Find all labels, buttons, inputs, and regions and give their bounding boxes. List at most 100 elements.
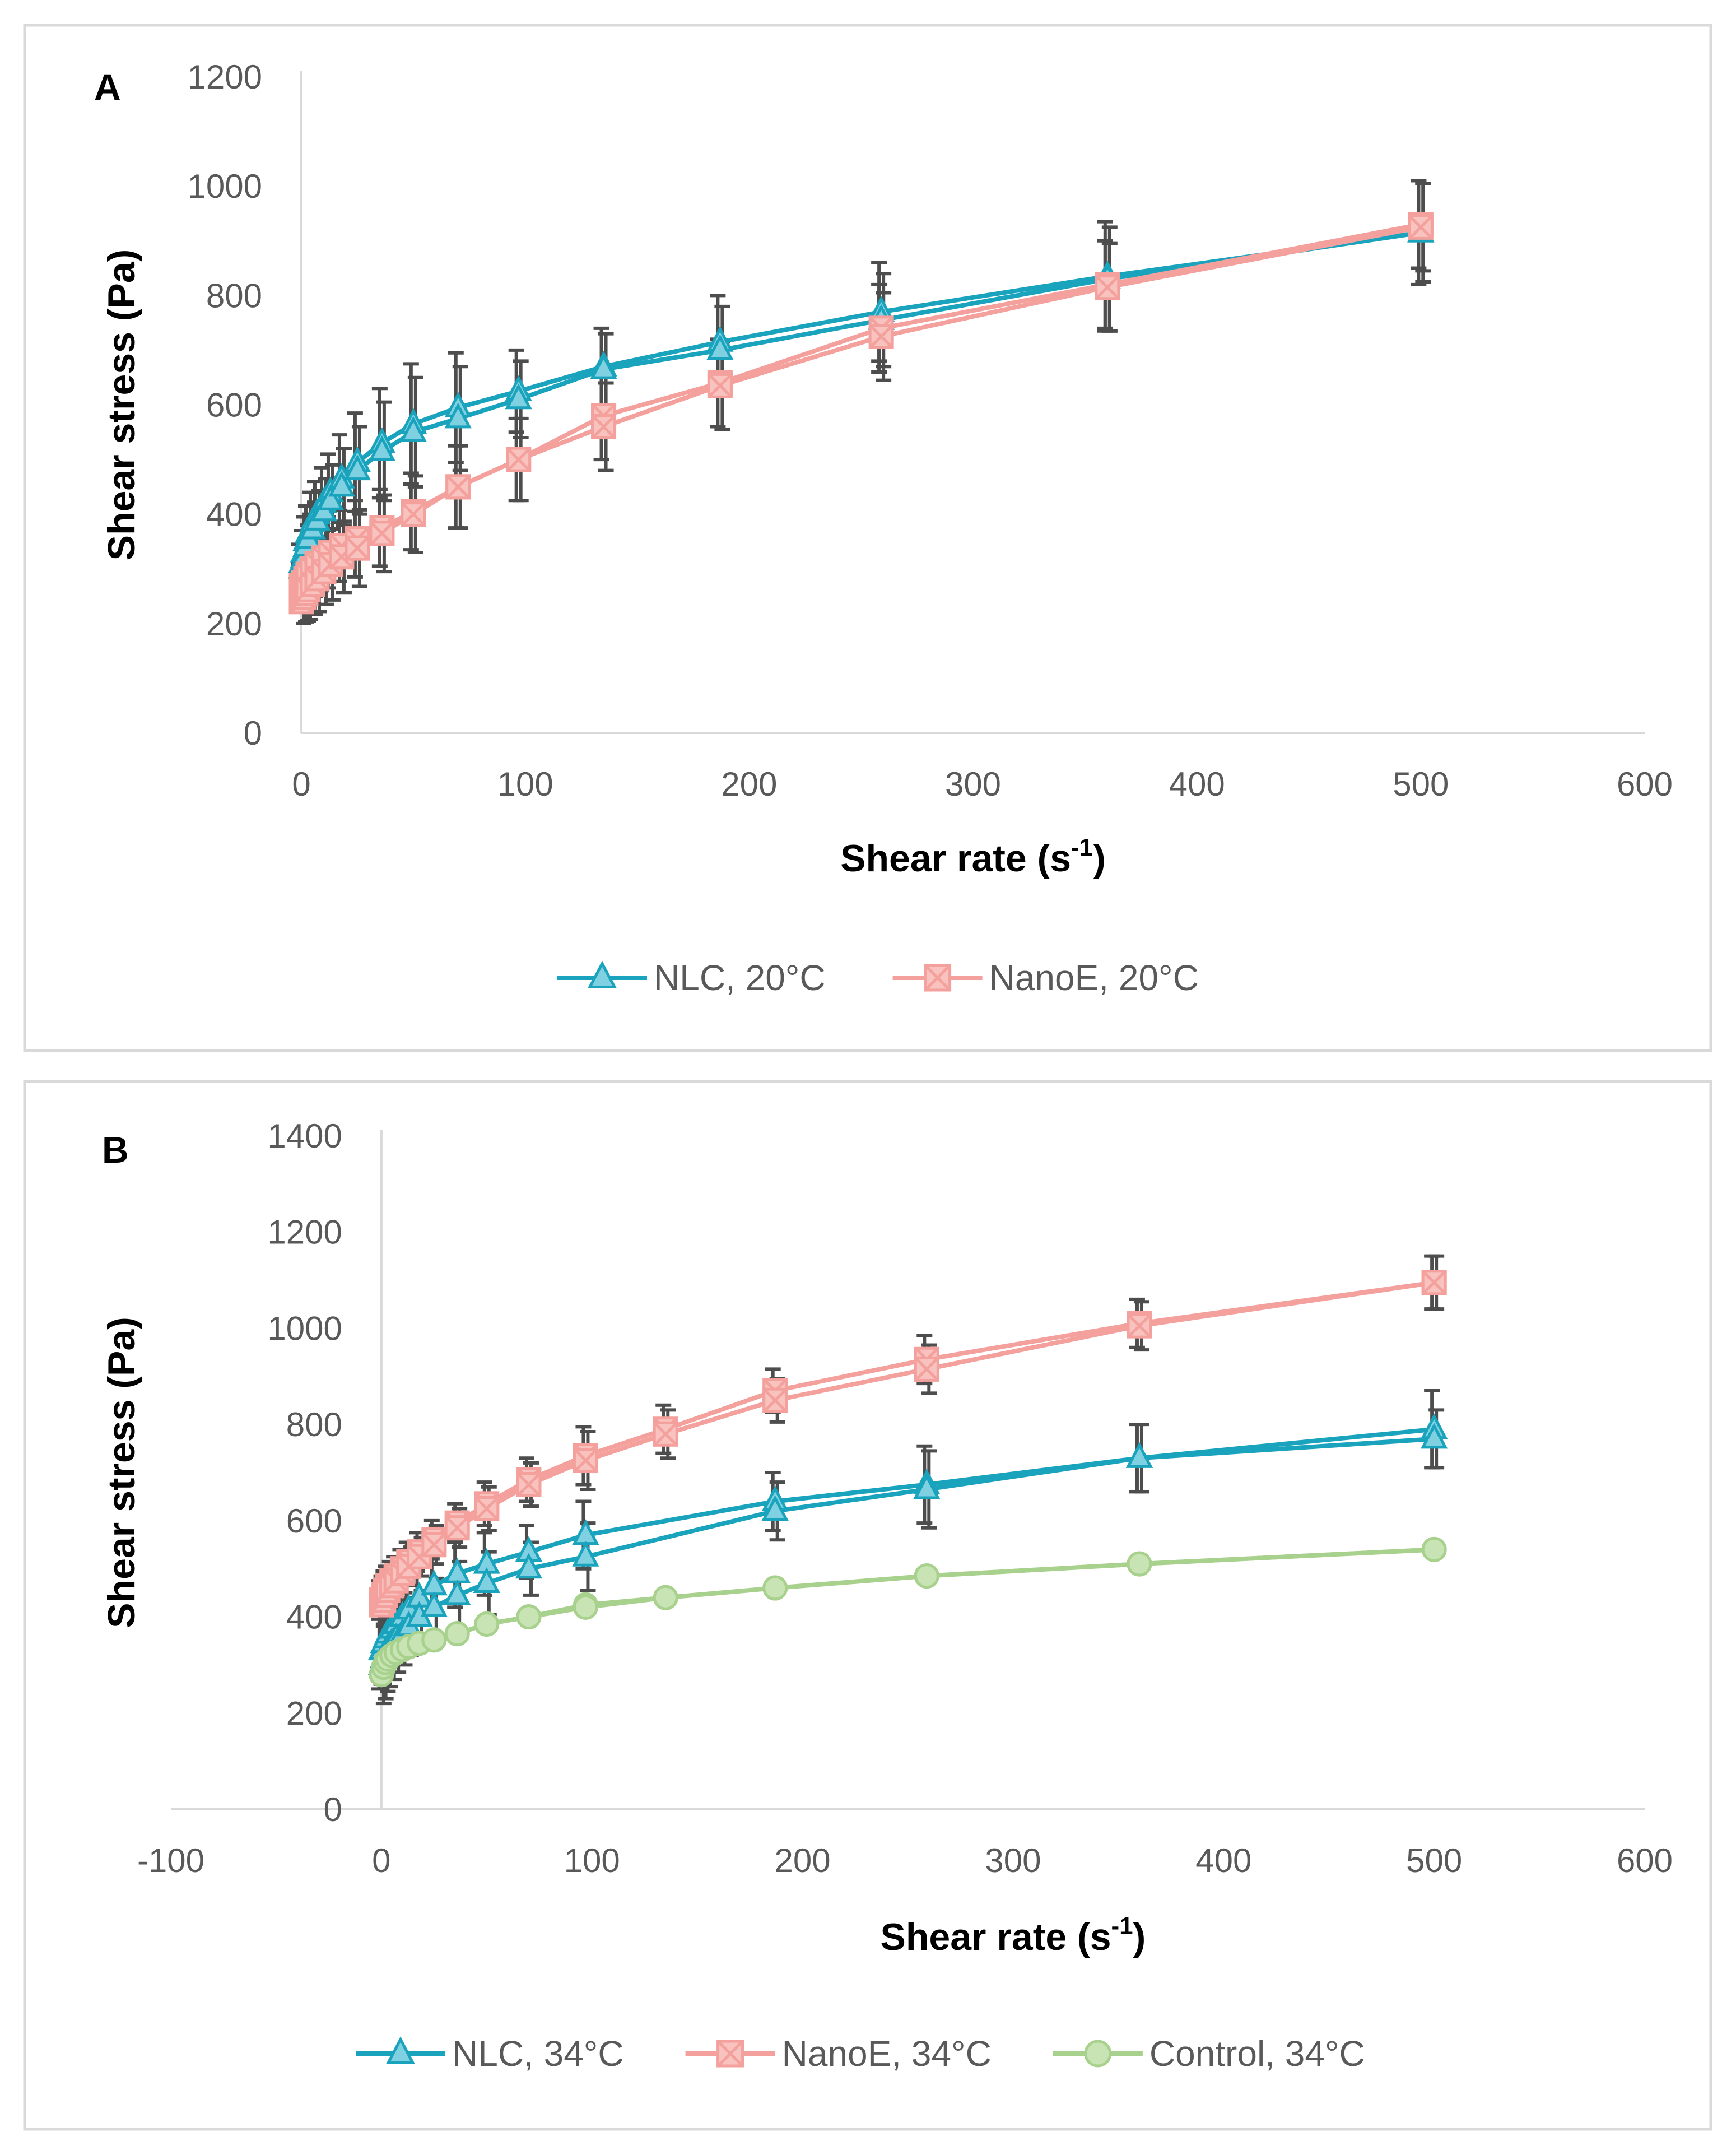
legend-label: Control, 34°C (1149, 2033, 1365, 2074)
x-marker-stroke (1422, 1270, 1446, 1295)
y-tick-label: 800 (286, 1406, 342, 1443)
legend-label: NanoE, 34°C (782, 2033, 992, 2074)
legend-label: NLC, 34°C (452, 2033, 624, 2074)
triangle-marker (473, 1567, 500, 1593)
x-marker-stroke (716, 2040, 744, 2067)
circle-marker (1421, 1536, 1447, 1562)
y-tick-label: 200 (286, 1694, 342, 1732)
panel-a-frame (23, 24, 1712, 1052)
series-x-square (288, 211, 1434, 615)
x-axis-title-sup: -1 (1111, 1912, 1133, 1940)
circle-marker (1084, 2040, 1112, 2068)
x-tick-label: 100 (497, 765, 553, 803)
x-tick-label: 0 (372, 1842, 390, 1879)
x-marker-stroke (445, 475, 471, 499)
triangle-marker (385, 2036, 416, 2064)
x-marker-stroke (370, 521, 394, 546)
x-tick-label: 400 (1195, 1842, 1251, 1879)
x-axis-title: Shear rate (s-1) (881, 1912, 1146, 1958)
x-tick-label: -100 (137, 1842, 204, 1879)
x-tick-label: 600 (1617, 765, 1673, 803)
panel-label: A (94, 66, 121, 108)
y-tick-label: 1400 (267, 1117, 342, 1155)
triangle-marker (444, 402, 472, 429)
y-axis-title: Shear stress (Pa) (100, 249, 143, 561)
circle-marker (444, 1621, 470, 1647)
x-marker-stroke (869, 324, 893, 349)
x-marker-stroke (1095, 275, 1120, 300)
y-tick-label: 1200 (267, 1214, 342, 1251)
y-tick-label: 800 (206, 277, 262, 314)
triangle-marker (368, 435, 396, 461)
circle-marker (653, 1585, 678, 1610)
triangle-marker (317, 484, 345, 510)
x-tick-label: 300 (945, 765, 1001, 803)
legend-label: NanoE, 20°C (989, 958, 1199, 998)
x-axis-title-main: Shear rate (s (881, 1916, 1111, 1958)
triangle-marker (328, 471, 356, 497)
chart-b: B 0 200 400 600 800 1000 1200 1400 -100 0 100 200 300… (100, 1117, 1673, 2074)
circle-marker (762, 1575, 788, 1601)
y-tick-label: 200 (206, 605, 262, 643)
circle-marker (1127, 1551, 1152, 1577)
triangle-marker (505, 383, 532, 410)
x-marker-stroke (1127, 1313, 1152, 1338)
triangle-marker (572, 1540, 599, 1567)
y-tick-label: 600 (206, 387, 262, 424)
x-axis-title-end: ) (1133, 1916, 1146, 1958)
triangle-marker (587, 960, 617, 988)
x-tick-label: 300 (985, 1842, 1041, 1879)
series-x-square (369, 1270, 1447, 1618)
y-tick-label: 400 (206, 496, 262, 533)
triangle-marker (1421, 1423, 1448, 1449)
x-marker-stroke (914, 1357, 939, 1382)
x-marker-stroke (401, 501, 426, 527)
y-tick-label: 400 (286, 1599, 342, 1636)
legend-item: NLC, 20°C (557, 958, 826, 998)
x-marker-stroke (506, 447, 531, 472)
triangle-marker (761, 1495, 789, 1521)
x-marker-stroke (474, 1496, 499, 1521)
circle-marker (474, 1611, 500, 1637)
x-tick-label: 200 (721, 765, 777, 803)
x-marker-stroke (591, 414, 616, 439)
circle-marker (573, 1594, 598, 1620)
series-circle (369, 1536, 1447, 1688)
triangle-marker (343, 454, 371, 481)
x-tick-label: 500 (1393, 765, 1449, 803)
x-axis-title: Shear rate (s-1) (840, 834, 1106, 880)
x-tick-label: 500 (1406, 1842, 1462, 1879)
x-tick-label: 400 (1169, 765, 1225, 803)
x-marker-stroke (345, 536, 370, 560)
legend-item: Control, 34°C (1053, 2033, 1365, 2074)
y-tick-label: 1200 (188, 58, 262, 96)
legend-item: NanoE, 34°C (685, 2033, 992, 2074)
x-axis-title-sup: -1 (1071, 834, 1093, 861)
chart-a: A 0 200 400 600 800 1000 1200 0 100 200 300 400 500 60… (94, 58, 1673, 998)
x-marker-stroke (1408, 215, 1434, 240)
triangle-marker (913, 1473, 941, 1499)
circle-marker (914, 1563, 939, 1589)
y-tick-label: 1000 (188, 168, 262, 205)
legend-item: NanoE, 20°C (892, 958, 1199, 998)
x-marker-stroke (445, 1515, 469, 1540)
legend-label: NLC, 20°C (654, 958, 826, 998)
triangle-marker (706, 334, 734, 360)
y-axis-title: Shear stress (Pa) (100, 1317, 143, 1628)
y-tick-label: 1000 (267, 1309, 342, 1347)
legend-item: NLC, 34°C (356, 2033, 624, 2074)
panel-label: B (102, 1129, 129, 1171)
x-marker-stroke (762, 1388, 788, 1413)
triangle-marker (444, 1579, 471, 1605)
triangle-marker (399, 416, 427, 442)
triangle-marker (515, 1553, 543, 1579)
x-tick-label: 100 (564, 1842, 620, 1879)
y-tick-label: 0 (323, 1791, 342, 1828)
x-tick-label: 600 (1617, 1842, 1673, 1879)
y-tick-label: 0 (244, 714, 262, 752)
x-tick-label: 200 (775, 1842, 831, 1879)
x-marker-stroke (653, 1422, 678, 1447)
x-marker-stroke (924, 964, 951, 991)
triangle-marker (590, 353, 617, 379)
